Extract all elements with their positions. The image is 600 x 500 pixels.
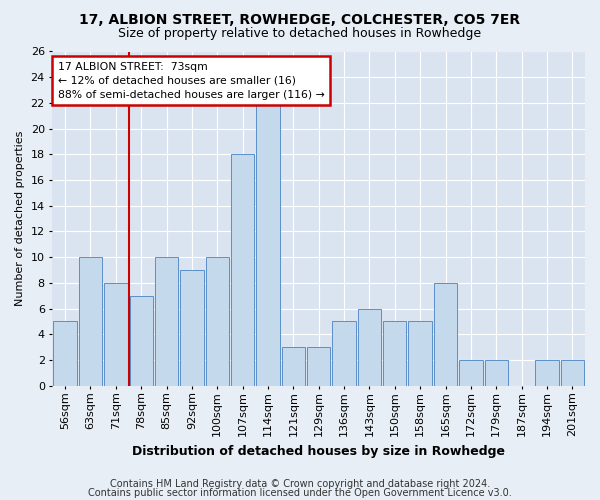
Bar <box>332 322 356 386</box>
Bar <box>104 283 128 386</box>
Bar <box>307 347 331 386</box>
Bar <box>256 103 280 386</box>
Bar <box>155 257 178 386</box>
Bar <box>485 360 508 386</box>
Bar <box>459 360 482 386</box>
Bar <box>535 360 559 386</box>
Text: Contains public sector information licensed under the Open Government Licence v3: Contains public sector information licen… <box>88 488 512 498</box>
Bar <box>281 347 305 386</box>
Text: Contains HM Land Registry data © Crown copyright and database right 2024.: Contains HM Land Registry data © Crown c… <box>110 479 490 489</box>
X-axis label: Distribution of detached houses by size in Rowhedge: Distribution of detached houses by size … <box>132 444 505 458</box>
Bar <box>383 322 406 386</box>
Bar <box>79 257 102 386</box>
Text: Size of property relative to detached houses in Rowhedge: Size of property relative to detached ho… <box>118 28 482 40</box>
Bar <box>130 296 153 386</box>
Text: 17 ALBION STREET:  73sqm
← 12% of detached houses are smaller (16)
88% of semi-d: 17 ALBION STREET: 73sqm ← 12% of detache… <box>58 62 325 100</box>
Bar <box>358 308 381 386</box>
Bar <box>53 322 77 386</box>
Bar <box>409 322 432 386</box>
Bar <box>206 257 229 386</box>
Bar <box>560 360 584 386</box>
Bar <box>180 270 203 386</box>
Bar <box>434 283 457 386</box>
Y-axis label: Number of detached properties: Number of detached properties <box>15 131 25 306</box>
Text: 17, ALBION STREET, ROWHEDGE, COLCHESTER, CO5 7ER: 17, ALBION STREET, ROWHEDGE, COLCHESTER,… <box>79 12 521 26</box>
Bar <box>231 154 254 386</box>
